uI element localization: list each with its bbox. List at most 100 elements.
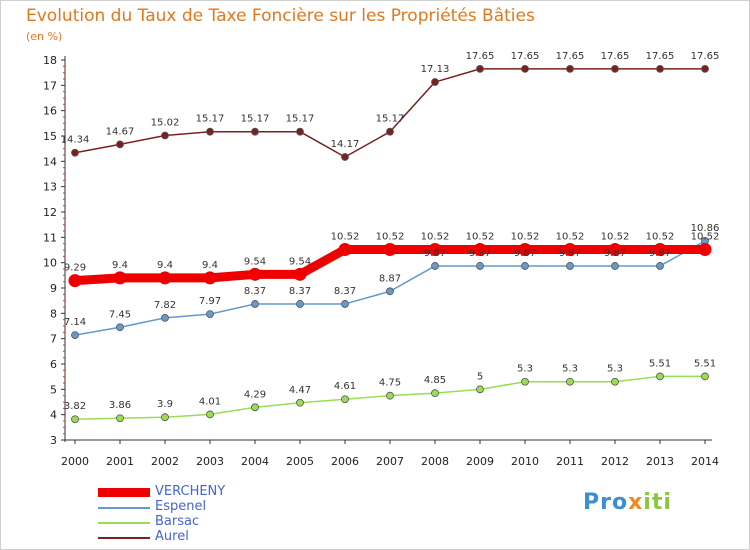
data-point-espenel: [431, 262, 439, 270]
y-tick-label: 10: [43, 257, 57, 270]
data-label-espenel: 10.86: [691, 223, 720, 234]
data-label-vercheny: 10.52: [601, 231, 630, 242]
y-tick-label: 17: [43, 79, 57, 92]
data-point-barsac: [71, 415, 79, 424]
data-point-aurel: [431, 78, 439, 86]
data-point-aurel: [341, 153, 349, 161]
y-tick-label: 15: [43, 130, 57, 143]
x-tick-label: 2009: [466, 455, 494, 468]
data-point-aurel: [296, 127, 304, 136]
data-label-aurel: 17.65: [646, 51, 675, 62]
data-label-aurel: 17.65: [601, 51, 630, 62]
data-point-barsac: [611, 377, 619, 386]
data-label-vercheny: 10.52: [421, 231, 450, 242]
data-point-barsac: [296, 398, 304, 407]
data-point-vercheny: [473, 242, 487, 256]
data-point-aurel: [206, 127, 214, 136]
data-label-barsac: 5.3: [517, 364, 533, 375]
data-point-aurel: [611, 64, 619, 73]
data-point-aurel: [71, 148, 79, 157]
x-tick-label: 2000: [61, 455, 89, 468]
data-point-espenel: [71, 331, 79, 340]
data-point-vercheny: [383, 242, 397, 256]
data-label-vercheny: 10.52: [331, 231, 360, 242]
x-tick-label: 2008: [421, 455, 449, 468]
x-tick-label: 2005: [286, 455, 314, 468]
data-label-barsac: 4.01: [199, 396, 221, 407]
data-label-vercheny: 9.4: [112, 260, 128, 271]
y-tick-label: 11: [43, 231, 57, 244]
x-tick-label: 2006: [331, 455, 359, 468]
data-label-barsac: 3.82: [64, 401, 86, 412]
data-point-barsac: [386, 391, 394, 400]
data-point-aurel: [566, 64, 574, 73]
data-point-espenel: [206, 310, 214, 318]
x-tick-label: 2013: [646, 455, 674, 468]
data-point-barsac: [431, 389, 439, 398]
data-label-aurel: 17.65: [556, 51, 585, 62]
data-point-espenel: [656, 262, 664, 270]
data-point-aurel: [701, 64, 709, 73]
data-label-barsac: 5.51: [694, 358, 716, 369]
x-tick-label: 2007: [376, 455, 404, 468]
legend-swatch-aurel: [98, 537, 150, 539]
data-label-aurel: 15.17: [376, 114, 405, 125]
data-point-vercheny: [608, 242, 622, 256]
data-point-espenel: [611, 262, 619, 270]
data-point-barsac: [116, 414, 124, 423]
legend-swatch-espenel: [98, 507, 150, 509]
data-point-vercheny: [653, 242, 667, 256]
data-label-barsac: 3.9: [157, 399, 173, 410]
y-tick-label: 9: [50, 282, 57, 295]
y-tick-label: 5: [50, 383, 57, 396]
data-point-aurel: [161, 131, 169, 140]
chart-title: Evolution du Taux de Taxe Foncière sur l…: [26, 6, 535, 26]
data-point-barsac: [206, 410, 214, 419]
data-point-vercheny: [293, 267, 307, 281]
data-label-aurel: 15.17: [196, 114, 225, 125]
data-point-espenel: [521, 262, 529, 270]
legend-label-vercheny: VERCHENY: [155, 484, 226, 499]
data-label-vercheny: 9.4: [157, 260, 173, 271]
data-label-espenel: 9.87: [604, 248, 626, 259]
y-tick-label: 3: [50, 434, 57, 447]
data-label-vercheny: 10.52: [691, 231, 720, 242]
data-point-barsac: [476, 385, 484, 394]
data-label-vercheny: 10.52: [511, 231, 540, 242]
data-point-vercheny: [698, 242, 712, 256]
data-label-aurel: 15.02: [151, 117, 180, 128]
data-point-barsac: [161, 413, 169, 422]
data-label-aurel: 17.65: [466, 51, 495, 62]
y-tick-label: 18: [43, 54, 57, 67]
data-label-espenel: 9.87: [514, 248, 536, 259]
data-label-espenel: 7.45: [109, 309, 131, 320]
data-point-barsac: [521, 377, 529, 386]
data-point-aurel: [251, 127, 259, 136]
x-tick-label: 2001: [106, 455, 134, 468]
data-label-espenel: 7.82: [154, 300, 176, 311]
data-label-espenel: 7.97: [199, 296, 221, 307]
data-point-vercheny: [518, 242, 532, 256]
data-label-espenel: 9.87: [649, 248, 671, 259]
y-tick-label: 7: [50, 333, 57, 346]
data-point-aurel: [656, 64, 664, 73]
x-tick-label: 2004: [241, 455, 269, 468]
data-point-espenel: [566, 262, 574, 270]
data-label-espenel: 8.87: [379, 273, 401, 284]
data-point-barsac: [566, 377, 574, 386]
data-label-vercheny: 9.29: [64, 263, 86, 274]
data-point-aurel: [386, 127, 394, 136]
data-point-espenel: [116, 323, 124, 332]
data-label-espenel: 8.37: [244, 286, 266, 297]
legend-swatch-barsac: [98, 522, 150, 524]
x-tick-label: 2014: [691, 455, 719, 468]
data-label-aurel: 15.17: [286, 114, 315, 125]
data-label-espenel: 9.87: [559, 248, 581, 259]
data-label-aurel: 14.34: [61, 135, 90, 146]
data-point-barsac: [701, 372, 709, 381]
data-label-aurel: 14.67: [106, 126, 135, 137]
x-tick-label: 2002: [151, 455, 179, 468]
data-point-vercheny: [563, 242, 577, 256]
unit-label: (en %): [26, 30, 63, 43]
